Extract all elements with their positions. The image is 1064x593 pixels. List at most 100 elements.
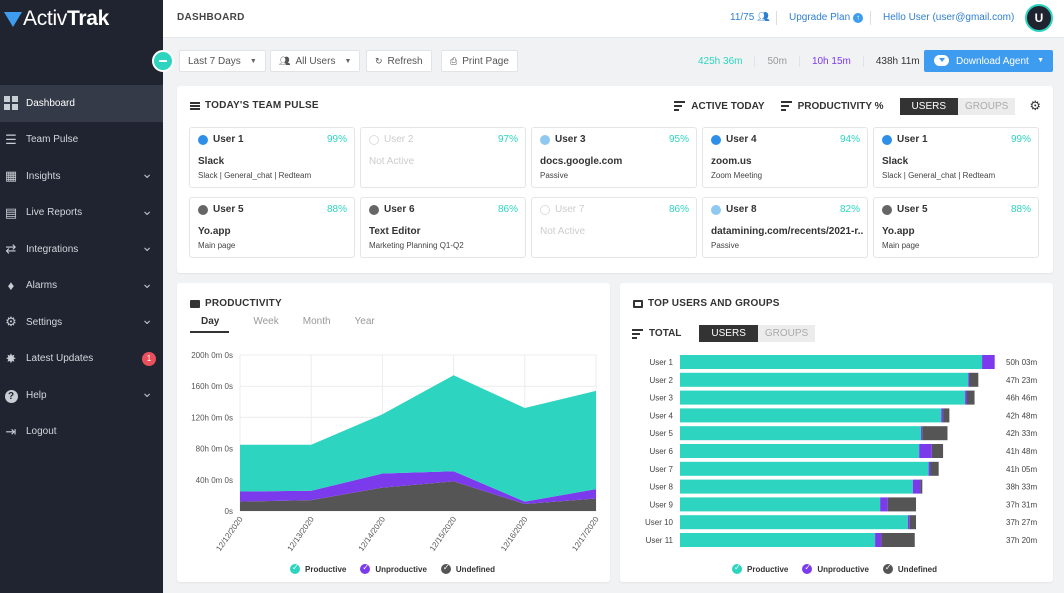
collapse-sidebar-button[interactable] — [152, 50, 174, 72]
legend-item[interactable]: ✓ Undefined — [440, 563, 495, 574]
users-filter-select[interactable]: 👥︎ All Users ▼ — [270, 50, 361, 72]
legend-item[interactable]: ✓ Productive — [732, 563, 788, 574]
card-app-detail: Marketing Planning Q1-Q2 — [369, 241, 464, 250]
card-user-name: User 1 — [897, 134, 928, 145]
upgrade-plan-link[interactable]: Upgrade Plan ↑ — [789, 12, 863, 23]
sort-productivity-button[interactable]: PRODUCTIVITY % — [780, 99, 884, 113]
card-app-detail: Main page — [882, 241, 920, 250]
bar-segment-productive — [680, 372, 969, 387]
users-tab[interactable]: USERS — [699, 325, 758, 342]
sidebar-item-label: Integrations — [26, 243, 79, 255]
sidebar-item-team-pulse[interactable]: ☰ Team Pulse — [0, 122, 163, 159]
tab-month[interactable]: Month — [302, 316, 331, 327]
card-app-detail: Slack | General_chat | Redteam — [882, 171, 996, 180]
legend-item[interactable]: ✓ Undefined — [882, 563, 937, 574]
y-tick-label: 200h 0m 0s — [191, 351, 233, 360]
sidebar-item-integrations[interactable]: ⇄ Integrations ⌄ — [0, 231, 163, 268]
chevron-down-icon: ⌄ — [141, 311, 153, 328]
sidebar: Activ Trak Dashboard ☰ Team Pulse ▦ Insights ⌄… — [0, 0, 163, 593]
sidebar-item-help[interactable]: ? Help ⌄ — [0, 377, 163, 414]
seats-count[interactable]: 11/75 👥︎ — [730, 12, 770, 23]
pulse-card[interactable]: User 2 97% Not Active — [360, 127, 526, 188]
bar-category-label: User 10 — [645, 518, 674, 527]
tab-day[interactable]: Day — [190, 316, 230, 333]
card-active-app: Not Active — [369, 156, 415, 167]
x-tick-label: 12/14/2020 — [357, 515, 388, 553]
sidebar-item-logout[interactable]: ⇥ Logout — [0, 414, 163, 451]
sidebar-item-label: Settings — [26, 316, 63, 328]
date-range-select[interactable]: Last 7 Days ▼ — [179, 50, 266, 72]
pulse-card[interactable]: User 4 94% zoom.us Zoom Meeting — [702, 127, 868, 188]
card-productivity-pct: 82% — [839, 204, 860, 215]
tab-year[interactable]: Year — [354, 316, 375, 327]
team-pulse-icon: ☰ — [5, 131, 17, 147]
bar-total-label: 47h 23m — [1006, 376, 1037, 385]
tab-week[interactable]: Week — [253, 316, 279, 327]
gear-icon[interactable]: ⚙ — [1029, 98, 1041, 113]
total-row: TOTAL USERS GROUPS — [632, 325, 816, 342]
pulse-card[interactable]: User 7 86% Not Active — [531, 197, 697, 258]
sidebar-item-insights[interactable]: ▦ Insights ⌄ — [0, 158, 163, 195]
sidebar-item-dashboard[interactable]: Dashboard — [0, 85, 163, 122]
bar-segment-undefined — [881, 533, 915, 547]
status-dot — [882, 135, 892, 145]
legend-item[interactable]: ✓ Unproductive — [360, 563, 427, 574]
activtrak-logo[interactable]: Activ Trak — [4, 6, 109, 32]
time-total-0: 425h 36m — [686, 55, 756, 67]
card-active-app: Yo.app — [882, 226, 915, 237]
pulse-card[interactable]: User 5 88% Yo.app Main page — [189, 197, 355, 258]
pulse-card[interactable]: User 6 86% Text Editor Marketing Planning Q… — [360, 197, 526, 258]
pulse-card[interactable]: User 3 95% docs.google.com Passive — [531, 127, 697, 188]
groups-tab[interactable]: GROUPS — [757, 325, 816, 342]
card-active-app: docs.google.com — [540, 156, 623, 167]
sidebar-item-alarms[interactable]: ♦ Alarms ⌄ — [0, 268, 163, 305]
download-agent-button[interactable]: Download Agent ▼ — [924, 50, 1053, 72]
refresh-button[interactable]: ↻ Refresh — [366, 50, 432, 72]
card-app-detail: Slack | General_chat | Redteam — [198, 171, 312, 180]
avatar[interactable]: U — [1025, 4, 1053, 32]
area-series-productive — [240, 375, 596, 502]
legend-item[interactable]: ✓ Unproductive — [802, 563, 869, 574]
cloud-download-icon — [934, 55, 949, 66]
sidebar-item-label: Logout — [26, 426, 57, 438]
updates-icon: ✸ — [5, 350, 17, 366]
groups-tab[interactable]: GROUPS — [958, 97, 1016, 115]
pulse-card[interactable]: User 8 82% datamining.com/recents/2021-r..… — [702, 197, 868, 258]
area-series-undefined — [240, 481, 596, 511]
sidebar-item-settings[interactable]: ⚙ Settings ⌄ — [0, 304, 163, 341]
divider — [870, 11, 871, 25]
bar-total-label: 41h 05m — [1006, 465, 1037, 474]
status-dot — [882, 205, 892, 215]
sidebar-item-live-reports[interactable]: ▤ Live Reports ⌄ — [0, 195, 163, 232]
legend-item[interactable]: ✓ Productive — [290, 563, 346, 574]
card-user-name: User 4 — [726, 134, 757, 145]
sidebar-item-latest-updates[interactable]: ✸ Latest Updates 1 — [0, 341, 163, 378]
bar-total-label: 38h 33m — [1006, 483, 1037, 492]
legend-label: Unproductive — [375, 564, 427, 574]
bar-segment-unproductive — [875, 533, 882, 547]
sort-active-today-button[interactable]: ACTIVE TODAY — [674, 99, 765, 113]
card-productivity-pct: 99% — [1010, 134, 1031, 145]
list-icon — [190, 101, 200, 110]
reports-icon: ▤ — [4, 204, 18, 220]
user-greeting[interactable]: Hello User (user@gmail.com) — [883, 12, 1015, 23]
legend-label: Unproductive — [817, 564, 869, 574]
pulse-card[interactable]: User 5 88% Yo.app Main page — [873, 197, 1039, 258]
print-page-button[interactable]: ⎙ Print Page — [441, 50, 518, 72]
status-dot — [369, 135, 379, 145]
bar-segment-unproductive — [921, 426, 923, 441]
card-active-app: datamining.com/recents/2021-r... — [711, 226, 863, 237]
productivity-title: PRODUCTIVITY — [190, 298, 282, 309]
gear-icon: ⚙ — [5, 314, 17, 330]
pulse-card[interactable]: User 1 99% Slack Slack | General_chat | Red… — [189, 127, 355, 188]
card-active-app: Slack — [882, 156, 909, 167]
bar-category-label: User 3 — [649, 394, 673, 403]
arrow-up-circle-icon: ↑ — [852, 13, 863, 23]
bar-category-label: User 7 — [649, 465, 673, 474]
pulse-card[interactable]: User 1 99% Slack Slack | General_chat | Red… — [873, 127, 1039, 188]
users-tab[interactable]: USERS — [899, 97, 958, 115]
page-title: DASHBOARD — [177, 12, 245, 23]
legend-check-icon: ✓ — [802, 563, 813, 574]
sidebar-item-label: Latest Updates — [26, 353, 94, 365]
productivity-tabs: Day Week Month Year — [190, 316, 399, 333]
